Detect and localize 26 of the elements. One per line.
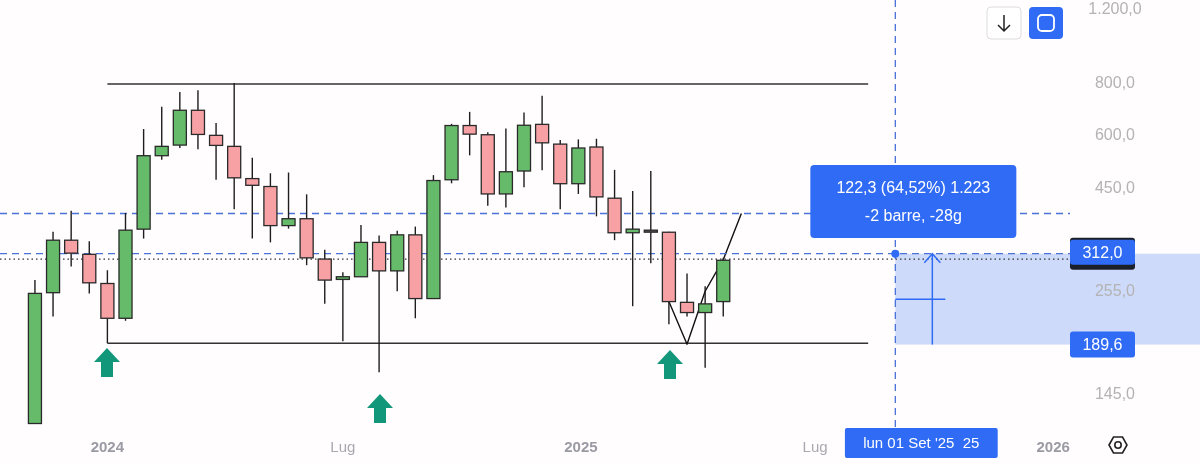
- candlestick: [154, 106, 169, 161]
- x-tick-label: Lug: [330, 438, 356, 455]
- candlestick: [245, 157, 260, 240]
- x-tick-label: 2024: [90, 438, 125, 455]
- x-tick-label: Lug: [802, 438, 828, 455]
- annotation: 122,3 (64,52%) 1.223: [836, 179, 991, 196]
- y-tick-label: 600,0: [1094, 126, 1136, 144]
- line-series: [668, 212, 743, 345]
- ref-line-label: lun 01 Set '25 25: [863, 434, 980, 451]
- y-tick-label: 255,0: [1094, 282, 1136, 300]
- y-tick-label: 145,0: [1094, 385, 1136, 403]
- x-tick-label: 2026: [1036, 438, 1070, 455]
- x-tick-label: 2025: [564, 438, 598, 455]
- candlestick: [498, 127, 514, 209]
- candlestick: [281, 171, 296, 230]
- y-tick-label: 1.200,0: [1088, 0, 1142, 17]
- candlestick: [534, 94, 550, 171]
- candlestick: [335, 271, 351, 343]
- candlestick: [679, 272, 695, 318]
- candlestick: [462, 111, 477, 157]
- y-tick-label: 450,0: [1094, 178, 1136, 196]
- annotation: -2 barre, -28g: [864, 207, 962, 224]
- ref-line-label: 312,0: [1082, 243, 1123, 261]
- y-tick-label: 800,0: [1094, 73, 1136, 91]
- band-label: 189,6: [1082, 336, 1123, 354]
- candlestick: [208, 122, 224, 181]
